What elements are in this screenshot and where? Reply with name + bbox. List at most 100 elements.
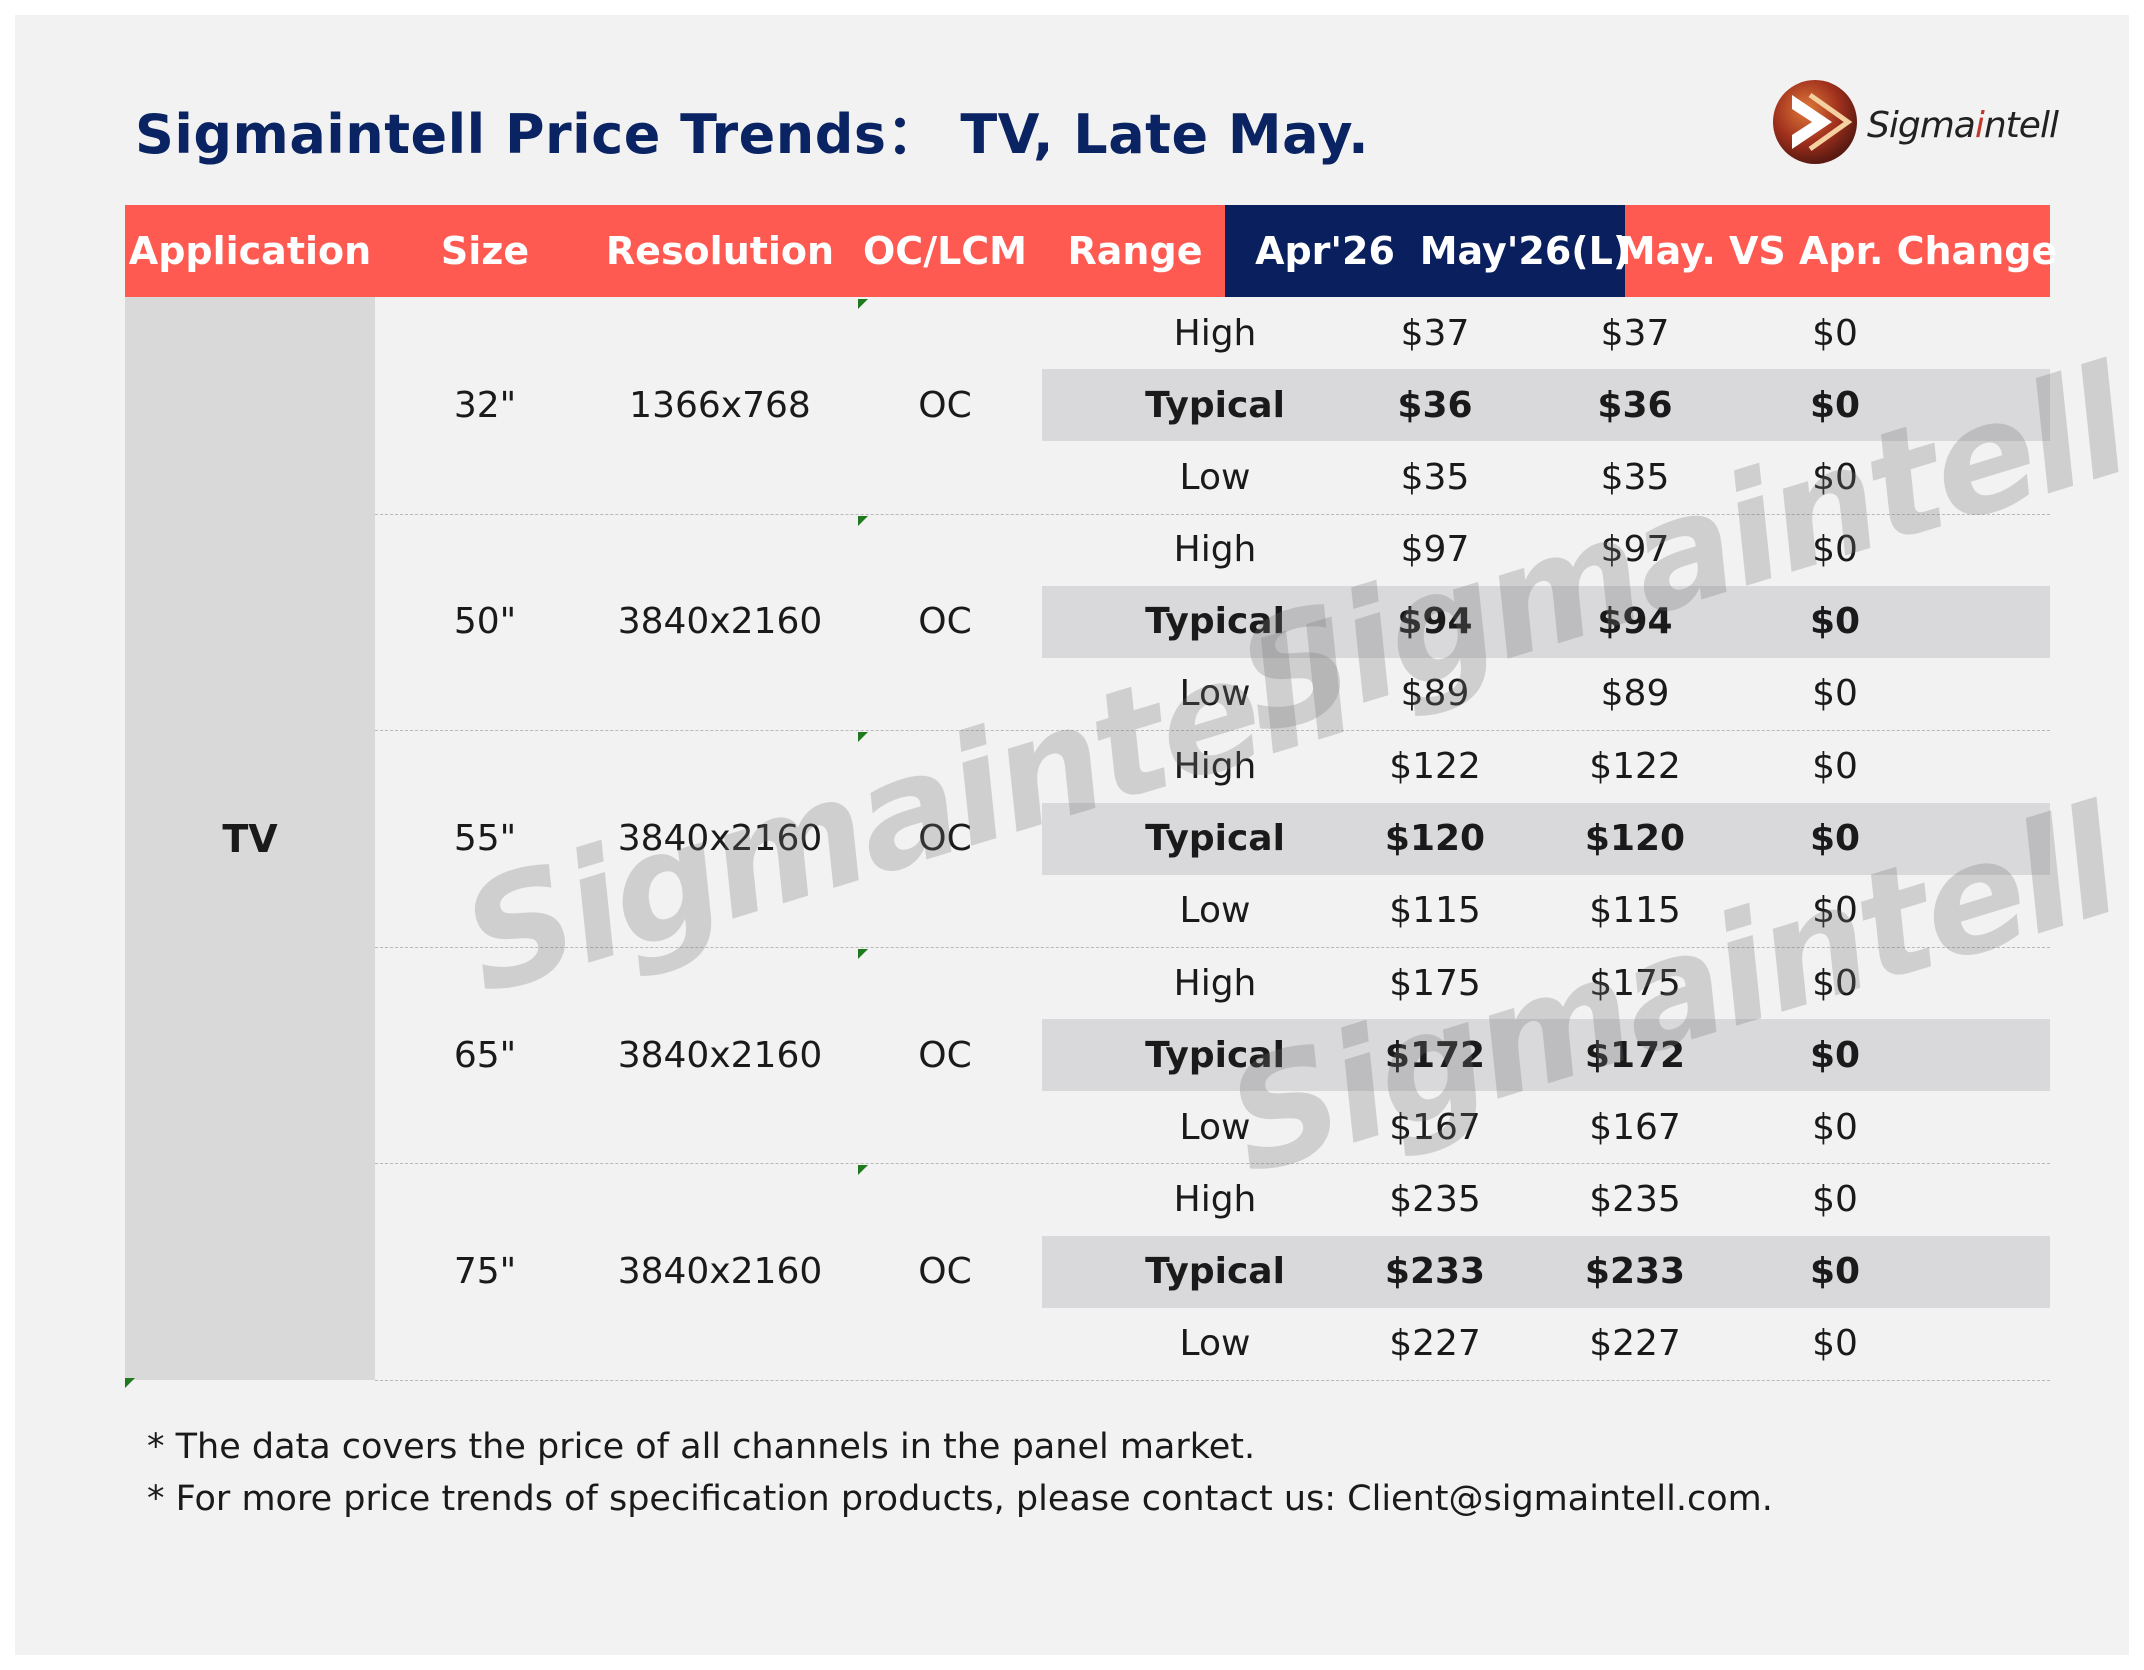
range-cell: Typical	[1145, 1251, 1285, 1293]
apr26-price-cell: $89	[1400, 673, 1470, 715]
apr26-price-cell: $175	[1389, 962, 1481, 1004]
typical-row-band	[1042, 802, 2050, 875]
change-cell: $0	[1809, 818, 1861, 859]
resolution-cell: 3840x2160	[617, 817, 823, 859]
header-range: Range	[1045, 205, 1225, 297]
change-cell: $0	[1812, 746, 1858, 787]
cell-marker-icon	[858, 732, 868, 743]
may26-price-cell: $97	[1600, 529, 1670, 571]
header-apr26: Apr'26	[1225, 205, 1425, 297]
may26-price-cell: $167	[1589, 1106, 1681, 1148]
header-size: Size	[375, 205, 595, 297]
change-cell: $0	[1812, 529, 1858, 571]
application-cell: TV	[125, 297, 375, 1380]
range-cell: Low	[1179, 456, 1251, 498]
apr26-price-cell: $97	[1400, 529, 1470, 571]
header-application: Application	[125, 205, 375, 297]
apr26-price-cell: $120	[1384, 818, 1486, 859]
header-change: May. VS Apr. Change	[1618, 205, 2057, 297]
may26-price-cell: $122	[1589, 746, 1681, 787]
may26-price-cell: $227	[1589, 1323, 1681, 1365]
group-divider	[375, 730, 2050, 732]
change-cell: $0	[1812, 1179, 1858, 1221]
range-cell: Typical	[1145, 384, 1285, 426]
may26-price-cell: $37	[1600, 312, 1670, 354]
typical-row-band	[1042, 1235, 2050, 1308]
change-cell: $0	[1809, 1034, 1861, 1076]
report-sheet: Sigmaintell Price Trends： TV, Late May. …	[15, 15, 2144, 1655]
oc-lcm-cell: OC	[918, 384, 972, 426]
may26-price-cell: $233	[1584, 1251, 1686, 1293]
may26-price-cell: $172	[1584, 1034, 1686, 1076]
change-cell: $0	[1809, 1251, 1861, 1293]
may26-price-cell: $235	[1589, 1179, 1681, 1221]
range-cell: Low	[1179, 673, 1251, 715]
apr26-price-cell: $227	[1389, 1323, 1481, 1365]
change-cell: $0	[1809, 384, 1861, 426]
logo-mark-icon	[1773, 80, 1857, 164]
apr26-price-cell: $233	[1384, 1251, 1486, 1293]
price-table: Application Size Resolution OC/LCM Range…	[125, 205, 2057, 1388]
cell-marker-icon	[858, 948, 868, 959]
change-cell: $0	[1812, 673, 1858, 715]
may26-price-cell: $120	[1584, 818, 1686, 859]
resolution-cell: 3840x2160	[617, 601, 823, 643]
range-cell: High	[1173, 1179, 1257, 1221]
resolution-cell: 1366x768	[629, 384, 811, 426]
may26-price-cell: $89	[1600, 673, 1670, 715]
range-cell: Typical	[1145, 818, 1285, 859]
resolution-cell: 3840x2160	[617, 1034, 823, 1076]
range-cell: High	[1173, 529, 1257, 571]
cell-marker-icon	[858, 515, 868, 526]
change-cell: $0	[1812, 1323, 1858, 1365]
change-cell: $0	[1812, 962, 1858, 1004]
size-cell: 32"	[453, 384, 517, 426]
change-cell: $0	[1809, 601, 1861, 643]
group-divider	[375, 1163, 2050, 1165]
range-cell: High	[1173, 962, 1257, 1004]
apr26-price-cell: $167	[1389, 1106, 1481, 1148]
size-cell: 65"	[453, 1034, 517, 1076]
typical-row-band	[1042, 1019, 2050, 1092]
range-cell: Low	[1179, 1323, 1251, 1365]
logo-wordmark: Sigmaintell	[1867, 105, 2059, 146]
may26-price-cell: $175	[1589, 962, 1681, 1004]
footnote-coverage: * The data covers the price of all chann…	[147, 1427, 1256, 1467]
oc-lcm-cell: OC	[918, 601, 972, 643]
group-divider	[375, 946, 2050, 948]
cell-marker-icon	[858, 299, 868, 309]
apr26-price-cell: $94	[1397, 601, 1473, 643]
may26-price-cell: $36	[1597, 384, 1673, 426]
apr26-price-cell: $35	[1400, 456, 1470, 498]
range-cell: High	[1173, 312, 1257, 354]
table-bottom-line	[375, 1380, 2050, 1381]
cell-marker-icon	[858, 1165, 868, 1176]
change-cell: $0	[1812, 890, 1858, 931]
header-resolution: Resolution	[595, 205, 845, 297]
apr26-price-cell: $115	[1389, 890, 1481, 931]
range-cell: High	[1173, 746, 1257, 787]
oc-lcm-cell: OC	[918, 817, 972, 859]
apr26-price-cell: $36	[1397, 384, 1473, 426]
size-cell: 55"	[453, 817, 517, 859]
change-cell: $0	[1812, 456, 1858, 498]
may26-price-cell: $35	[1600, 456, 1670, 498]
cell-marker-icon	[125, 1378, 135, 1388]
apr26-price-cell: $172	[1384, 1034, 1486, 1076]
typical-row-band	[1042, 369, 2050, 442]
size-cell: 75"	[453, 1251, 517, 1293]
apr26-price-cell: $122	[1389, 746, 1481, 787]
apr26-price-cell: $37	[1400, 312, 1470, 354]
oc-lcm-cell: OC	[918, 1034, 972, 1076]
header-oc-lcm: OC/LCM	[845, 205, 1045, 297]
range-cell: Low	[1179, 1106, 1251, 1148]
resolution-cell: 3840x2160	[617, 1251, 823, 1293]
may26-price-cell: $115	[1589, 890, 1681, 931]
group-divider	[375, 513, 2050, 515]
range-cell: Typical	[1145, 1034, 1285, 1076]
oc-lcm-cell: OC	[918, 1251, 972, 1293]
size-cell: 50"	[453, 601, 517, 643]
range-cell: Typical	[1145, 601, 1285, 643]
page-title: Sigmaintell Price Trends： TV, Late May.	[135, 103, 1370, 166]
sigmaintell-logo: Sigmaintell	[1770, 67, 2070, 177]
